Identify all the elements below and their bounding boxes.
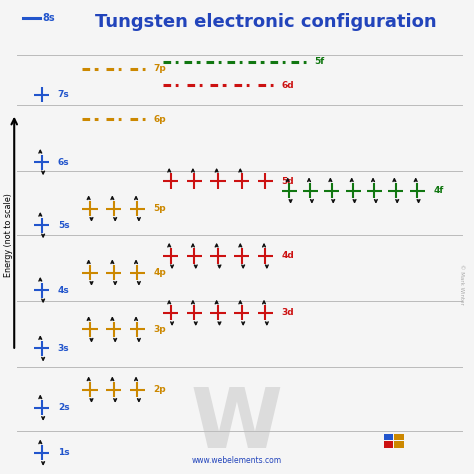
- Text: 2s: 2s: [58, 403, 70, 412]
- Text: 5f: 5f: [315, 57, 325, 66]
- Bar: [394, 441, 404, 448]
- Text: 5s: 5s: [58, 221, 70, 229]
- Text: www.webelements.com: www.webelements.com: [192, 456, 282, 465]
- Text: 6p: 6p: [154, 115, 166, 124]
- Text: 3p: 3p: [154, 325, 166, 334]
- Bar: [384, 441, 393, 448]
- Text: 3s: 3s: [58, 344, 70, 353]
- Text: 4d: 4d: [282, 252, 294, 260]
- Text: 5p: 5p: [154, 204, 166, 213]
- Text: 6d: 6d: [282, 81, 294, 90]
- Text: 7p: 7p: [154, 64, 166, 73]
- Text: 8s: 8s: [43, 13, 55, 23]
- Text: 7s: 7s: [58, 91, 70, 99]
- Text: Tungsten electronic configuration: Tungsten electronic configuration: [95, 13, 436, 31]
- Text: 2p: 2p: [154, 385, 166, 394]
- Text: 4p: 4p: [154, 268, 166, 277]
- Text: 3d: 3d: [282, 309, 294, 317]
- Text: 6s: 6s: [58, 158, 70, 166]
- Bar: [394, 434, 404, 440]
- Text: W: W: [191, 384, 283, 465]
- Text: © Mark Winter: © Mark Winter: [458, 264, 464, 305]
- Text: Energy (not to scale): Energy (not to scale): [4, 193, 13, 276]
- Text: 5d: 5d: [282, 177, 294, 185]
- Text: 4s: 4s: [58, 286, 70, 294]
- Text: 4f: 4f: [433, 186, 444, 195]
- Bar: [384, 434, 393, 440]
- Text: 1s: 1s: [58, 448, 70, 457]
